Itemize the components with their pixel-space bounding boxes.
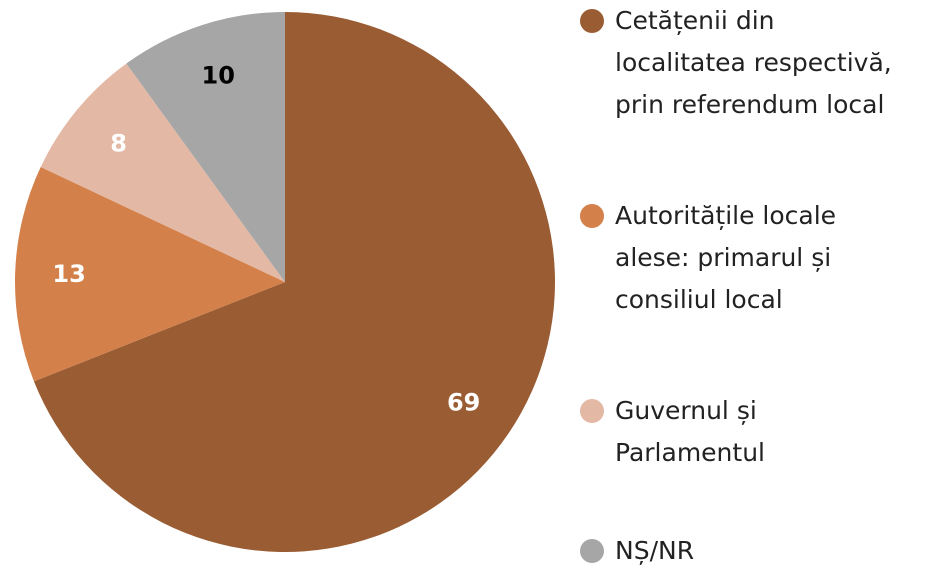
legend-label: NȘ/NR bbox=[615, 536, 695, 565]
pie-slice bbox=[40, 63, 285, 282]
chart: 69 13 8 10 bbox=[15, 12, 556, 552]
pie-slice bbox=[33, 12, 556, 552]
legend-item: Autoritățile locale alese: primarul și c… bbox=[580, 195, 836, 321]
legend-label: Autoritățile locale alese: primarul și c… bbox=[615, 201, 837, 314]
legend-item: Guvernul și Parlamentul bbox=[580, 390, 765, 474]
legend-marker bbox=[580, 9, 604, 33]
legend-marker bbox=[580, 539, 604, 563]
data-label: 69 bbox=[447, 388, 480, 416]
pie-slice bbox=[15, 167, 286, 382]
legend-label: Guvernul și Parlamentul bbox=[615, 396, 765, 467]
data-label: 13 bbox=[52, 260, 85, 288]
data-label: 8 bbox=[110, 129, 127, 157]
legend-marker bbox=[580, 204, 604, 228]
legend-marker bbox=[580, 399, 604, 423]
legend-item: Cetățenii din localitatea respectivă, pr… bbox=[580, 0, 892, 126]
data-label: 10 bbox=[202, 62, 235, 90]
legend-item: NȘ/NR bbox=[580, 530, 694, 572]
legend-label: Cetățenii din localitatea respectivă, pr… bbox=[615, 6, 892, 119]
pie-slice bbox=[126, 12, 286, 282]
